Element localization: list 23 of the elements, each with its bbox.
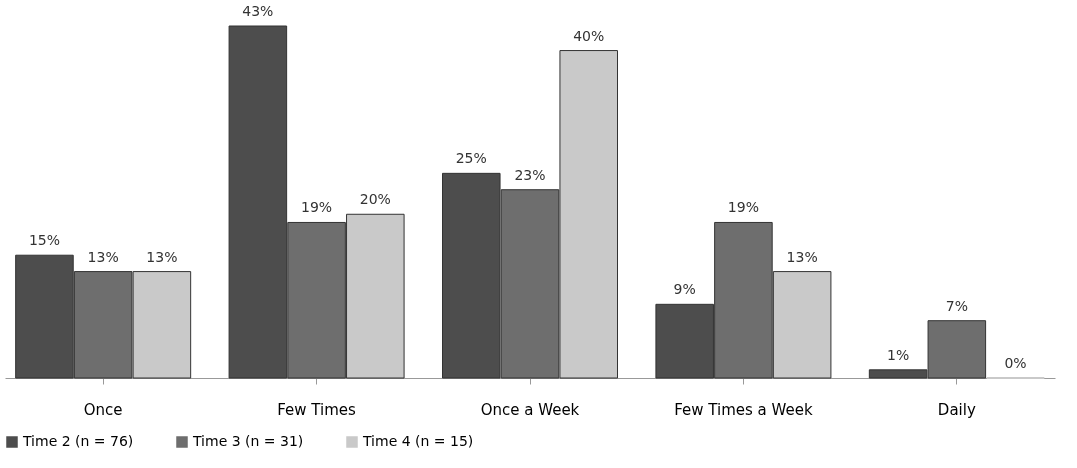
data-label: 13%: [146, 248, 178, 265]
x-tick-label: Few Times: [277, 400, 357, 419]
data-label: 20%: [359, 191, 391, 208]
data-label: 13%: [87, 248, 119, 265]
data-label: 1%: [887, 346, 910, 363]
x-tick-label: Once: [83, 400, 123, 419]
data-label: 15%: [28, 232, 61, 249]
data-label: 19%: [301, 199, 333, 216]
legend-label: Time 4 (n = 15): [362, 433, 474, 449]
data-label: 23%: [514, 166, 546, 183]
data-label: 40%: [573, 27, 605, 44]
data-label: 43%: [242, 3, 274, 19]
x-tick-label: Once a Week: [480, 400, 580, 419]
legend-label: Time 2 (n = 76): [22, 433, 134, 449]
x-tick-label: Few Times a Week: [674, 400, 813, 419]
data-label: 0%: [1004, 355, 1027, 371]
legend-label: Time 3 (n = 31): [192, 433, 304, 449]
x-tick-label: Daily: [937, 400, 976, 419]
data-label: 25%: [455, 150, 487, 167]
data-label: 7%: [945, 297, 968, 314]
data-label: 9%: [673, 281, 696, 298]
data-label: 19%: [727, 199, 759, 216]
data-label: 13%: [786, 248, 818, 265]
